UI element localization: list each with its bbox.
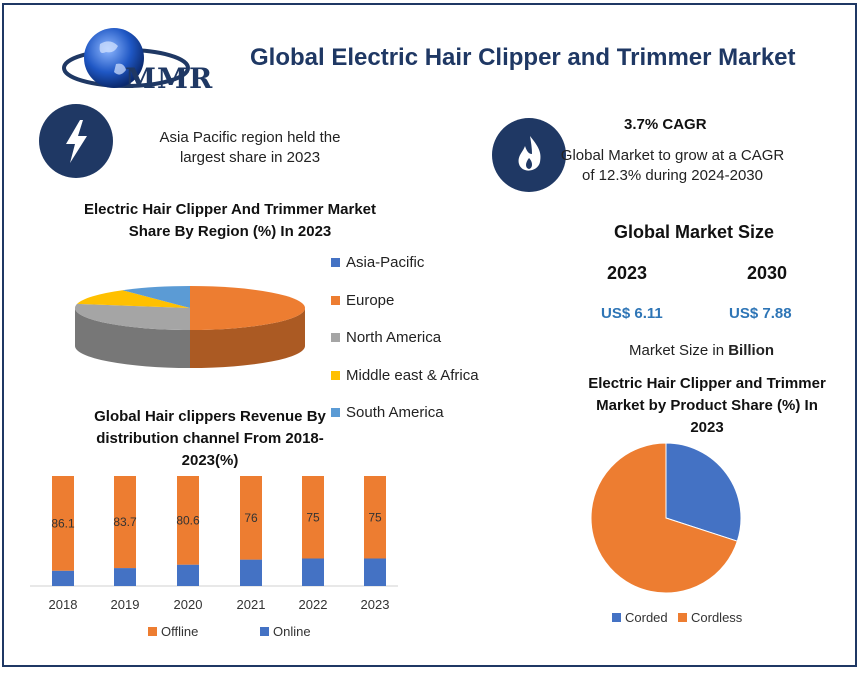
lightning-icon (66, 120, 87, 163)
bar-offline-label-2021: 76 (244, 511, 258, 525)
channel-legend-label-online: Online (273, 624, 311, 639)
product-chart-title-line3: 2023 (690, 419, 724, 436)
region-legend-swatch (331, 370, 340, 380)
region-slice-middle-east-africa (77, 290, 190, 308)
region-legend-item-asia-pacific: Asia-Pacific (331, 244, 479, 282)
info-left-text: Asia Pacific region held the largest sha… (140, 128, 360, 168)
channel-legend-label-offline: Offline (161, 624, 198, 639)
market-size-year2: 2030 (747, 263, 788, 283)
product-chart-title-line2: Market by Product Share (%) In (596, 397, 818, 414)
bar-offline-label-2020: 80.6 (176, 513, 200, 527)
info-right-line1: Global Market to grow at a CAGR (560, 147, 785, 164)
logo-text: MMR (125, 62, 214, 95)
region-legend-swatch (331, 295, 340, 305)
channel-chart-title: Global Hair clippers Revenue By distribu… (75, 406, 345, 472)
bar-offline-label-2018: 86.1 (51, 516, 75, 530)
flame-icon (518, 136, 541, 171)
bar-offline-2023 (364, 476, 386, 559)
region-slice-europe (190, 286, 305, 330)
region-legend-label: Asia-Pacific (346, 254, 425, 272)
product-legend-swatch-cordless (678, 613, 687, 622)
region-legend-swatch (331, 333, 340, 343)
bar-offline-label-2022: 75 (306, 510, 320, 524)
info-left-line1: Asia Pacific region held the (159, 129, 341, 146)
region-slice-side-north-america (75, 308, 190, 368)
market-size-value2: US$ 7.88 (729, 305, 792, 322)
market-size-note-bold: Billion (728, 342, 775, 359)
bar-offline-label-2023: 75 (368, 510, 382, 524)
info-right-line2: of 12.3% during 2024-2030 (582, 167, 763, 184)
region-pie-chart (74, 286, 305, 368)
globe-icon (62, 28, 190, 88)
region-legend-swatch (331, 258, 340, 268)
market-size-note: Market Size in Billion (629, 342, 774, 359)
region-slice-north-america (74, 303, 190, 330)
page-frame (2, 3, 857, 667)
market-size-note-prefix: Market Size in (629, 342, 729, 359)
region-chart-title-line1: Electric Hair Clipper And Trimmer Market (83, 201, 377, 218)
info-right-badge (492, 118, 566, 192)
product-slice-corded (665, 442, 742, 542)
channel-legend-swatch-online (260, 627, 269, 636)
product-legend-label-corded: Corded (625, 610, 668, 625)
region-legend-item-middle-east-africa: Middle east & Africa (331, 357, 479, 395)
market-size-title: Global Market Size (614, 222, 775, 242)
region-legend-label: South America (346, 404, 444, 422)
logo (56, 24, 226, 100)
product-chart-title: Electric Hair Clipper and Trimmer Market… (562, 373, 852, 439)
market-size-year1: 2023 (607, 263, 648, 283)
cagr-headline: 3.7% CAGR (624, 116, 707, 133)
bar-offline-2021 (240, 476, 262, 560)
info-left-badge (39, 104, 113, 178)
bar-online-2021 (240, 559, 262, 586)
x-tick-label-2019: 2019 (111, 597, 140, 612)
channel-chart-title-line1: Global Hair clippers Revenue By (94, 408, 326, 425)
product-pie-chart: Corded Cordless (590, 442, 743, 625)
region-legend-label: North America (346, 329, 442, 347)
region-legend-item-europe: Europe (331, 282, 479, 320)
bar-online-2019 (114, 568, 136, 586)
product-legend-swatch-corded (612, 613, 621, 622)
bar-online-2018 (52, 570, 74, 586)
product-chart-title-line1: Electric Hair Clipper and Trimmer (588, 375, 826, 392)
bar-offline-2019 (114, 476, 136, 569)
x-tick-label-2018: 2018 (49, 597, 78, 612)
bar-offline-2022 (302, 476, 324, 559)
region-chart-title-line2: Share By Region (%) In 2023 (128, 223, 332, 240)
region-legend-item-north-america: North America (331, 319, 479, 357)
x-tick-label-2021: 2021 (237, 597, 266, 612)
channel-legend-swatch-offline (148, 627, 157, 636)
region-chart-title: Electric Hair Clipper And Trimmer Market… (60, 199, 400, 243)
bar-online-2022 (302, 558, 324, 586)
region-slice-side-europe (190, 308, 305, 368)
bar-offline-label-2019: 83.7 (113, 515, 137, 529)
region-legend-item-south-america: South America (331, 394, 479, 432)
bar-online-2020 (177, 564, 199, 586)
market-size-value1: US$ 6.11 (601, 305, 663, 322)
region-legend-label: Europe (346, 291, 395, 309)
region-slice-south-america (122, 286, 190, 308)
info-left-line2: largest share in 2023 (179, 149, 321, 166)
x-tick-label-2020: 2020 (174, 597, 203, 612)
page-title: Global Electric Hair Clipper and Trimmer… (250, 44, 796, 71)
region-legend: Asia-Pacific Europe North America Middle ea… (331, 244, 479, 432)
region-legend-swatch (331, 408, 340, 418)
region-legend-label: Middle east & Africa (346, 366, 479, 384)
x-tick-label-2023: 2023 (361, 597, 390, 612)
channel-bar-chart: 86.1 2018 83.7 2019 80.6 2020 76 2021 75 2022 75 20… (30, 476, 398, 639)
bar-online-2023 (364, 558, 386, 586)
product-slice-cordless (590, 442, 738, 594)
bar-offline-2018 (52, 476, 74, 571)
bar-offline-2020 (177, 476, 199, 565)
info-right-text: Global Market to grow at a CAGR of 12.3%… (555, 146, 790, 186)
channel-chart-title-line2: distribution channel From 2018- (96, 430, 324, 447)
product-legend-label-cordless: Cordless (691, 610, 743, 625)
channel-chart-title-line3: 2023(%) (181, 452, 239, 469)
x-tick-label-2022: 2022 (299, 597, 328, 612)
